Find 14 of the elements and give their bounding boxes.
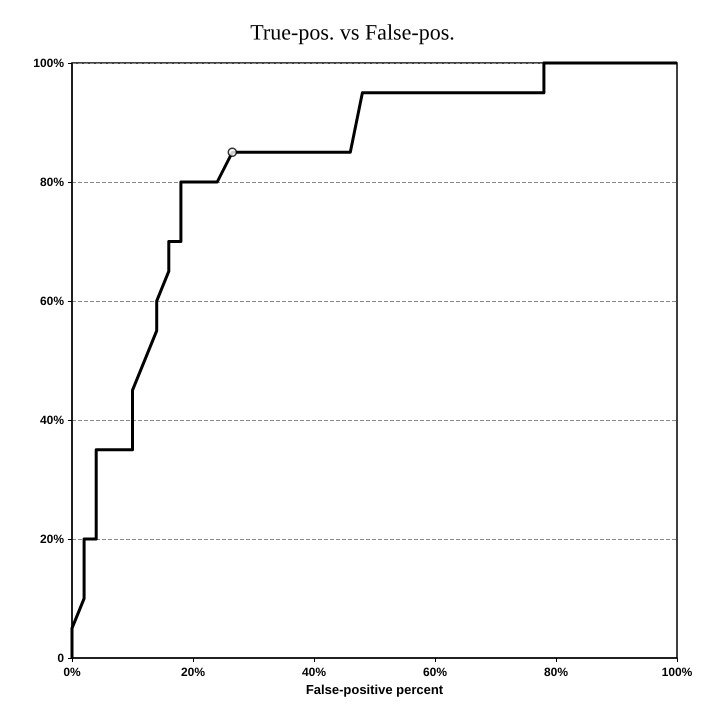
x-tick-label: 60% (422, 665, 448, 679)
x-axis-title: False-positive percent (306, 682, 444, 697)
chart-title: True-pos. vs False-pos. (250, 20, 455, 44)
y-tick-label: 20% (40, 532, 64, 546)
x-tick-label: 0% (63, 665, 81, 679)
y-tick-label: 80% (40, 175, 64, 189)
y-tick-label: 100% (33, 56, 64, 70)
x-tick-label: 80% (544, 665, 568, 679)
y-tick-label: 40% (40, 413, 64, 427)
y-tick-label: 0 (57, 651, 64, 665)
x-tick-label: 40% (302, 665, 326, 679)
x-tick-label: 20% (180, 665, 206, 679)
x-tick-label: 100% (662, 665, 693, 679)
y-tick-label: 60% (40, 294, 64, 308)
